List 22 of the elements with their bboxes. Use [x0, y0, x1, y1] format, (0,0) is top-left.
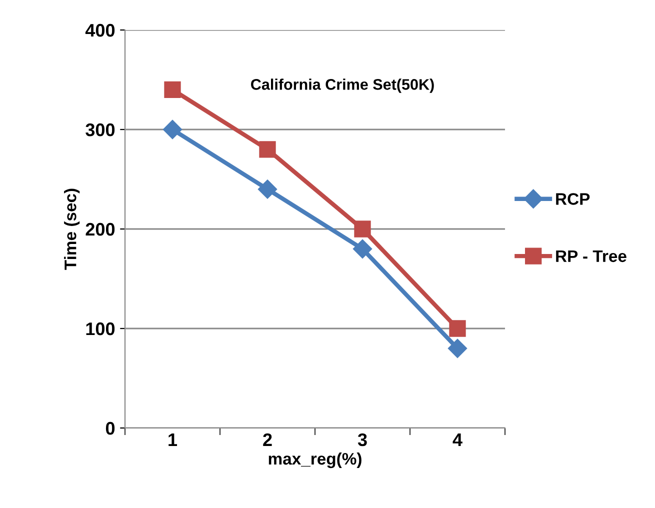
x-tick-label: 3 — [358, 433, 367, 446]
legend-label: RCP — [556, 193, 590, 205]
y-tick-label: 0 — [106, 422, 115, 435]
point — [164, 81, 181, 98]
point — [258, 180, 278, 199]
x-tick-label: 2 — [263, 433, 272, 446]
x-axis-title: max_reg(%) — [268, 452, 362, 468]
point — [259, 141, 276, 158]
point — [162, 120, 182, 140]
x-tick-label: 4 — [452, 434, 462, 446]
point — [449, 320, 466, 337]
y-tick-label: 100 — [86, 322, 115, 336]
point — [448, 338, 468, 358]
y-tick-label: 300 — [86, 123, 115, 136]
y-tick-label: 400 — [85, 24, 115, 37]
point — [352, 239, 372, 258]
x-tick-label: 1 — [168, 434, 178, 446]
y-axis-title: Time (sec) — [64, 188, 80, 270]
legend-label: RP - Tree — [556, 250, 626, 262]
point — [354, 220, 371, 238]
annotation: California Crime Set(50K) — [251, 78, 434, 93]
y-tick-label: 200 — [86, 222, 115, 236]
